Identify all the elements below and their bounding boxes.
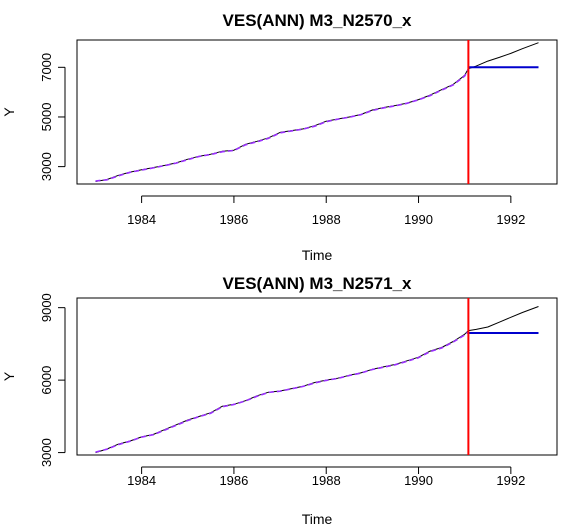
y-tick-label-3000: 3000 — [39, 438, 54, 467]
y-tick-label-9000: 9000 — [39, 293, 54, 322]
series-actual-line — [95, 306, 539, 454]
x-axis-label: Time — [302, 511, 333, 527]
series-actual-line — [95, 42, 539, 182]
chart-title: VES(ANN) M3_N2571_x — [223, 274, 413, 293]
panel-bottom: VES(ANN) M3_N2571_x 1984 1986 1988 1990 1992 3… — [1, 274, 558, 527]
x-tick-label-1992: 1992 — [496, 473, 525, 488]
x-tick-label-1992: 1992 — [496, 212, 525, 227]
x-tick-label-1986: 1986 — [219, 212, 248, 227]
series-fitted-line — [95, 68, 470, 182]
x-tick-label-1988: 1988 — [312, 212, 341, 227]
panel-top: VES(ANN) M3_N2570_x 1984 1986 1988 1990 1992 3… — [1, 11, 558, 263]
y-axis-label: Y — [1, 371, 17, 381]
plot-frame — [76, 39, 558, 185]
x-tick-label-1984: 1984 — [127, 212, 156, 227]
chart-title: VES(ANN) M3_N2570_x — [223, 11, 413, 30]
x-tick-label-1984: 1984 — [127, 473, 156, 488]
plot-frame — [76, 297, 558, 456]
y-tick-label-6000: 6000 — [39, 366, 54, 395]
y-axis-label: Y — [1, 107, 17, 117]
x-tick-label-1988: 1988 — [312, 473, 341, 488]
y-tick-label-3000: 3000 — [39, 152, 54, 181]
x-axis-label: Time — [302, 247, 333, 263]
x-tick-label-1986: 1986 — [219, 473, 248, 488]
y-tick-label-5000: 5000 — [39, 103, 54, 132]
series-fitted-line — [95, 331, 469, 453]
x-tick-label-1990: 1990 — [404, 473, 433, 488]
y-tick-label-7000: 7000 — [39, 53, 54, 82]
x-tick-label-1990: 1990 — [404, 212, 433, 227]
